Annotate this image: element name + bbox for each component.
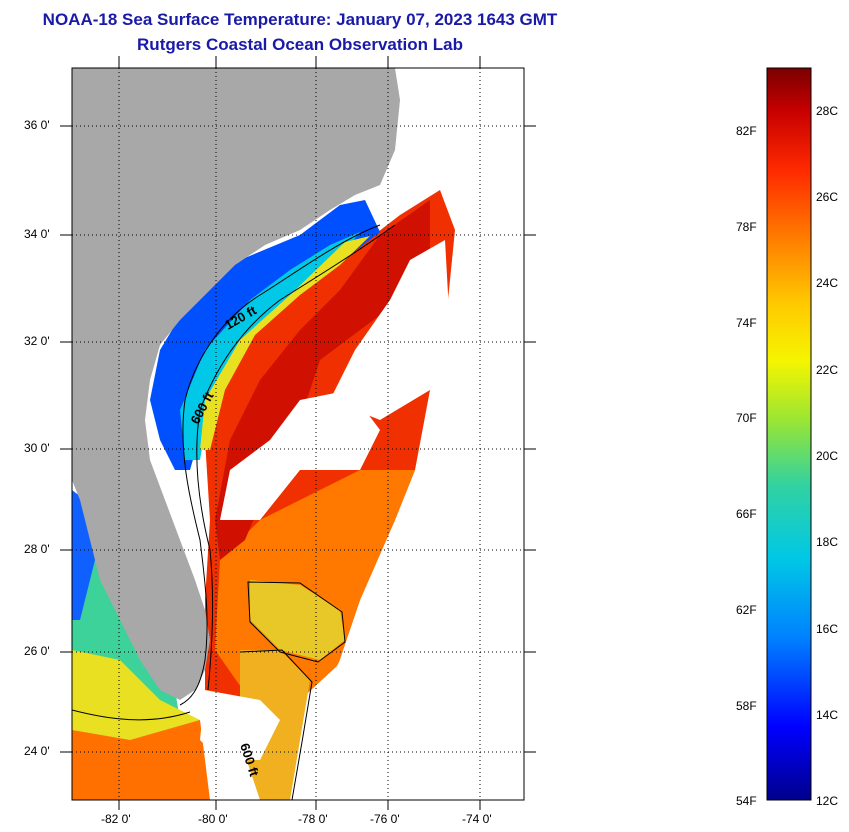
isobath-bahamas (239, 581, 346, 800)
lat-label: 28 0' (24, 542, 50, 556)
colorbar-f-label: 74F (736, 316, 757, 330)
map-title: NOAA-18 Sea Surface Temperature: January… (42, 10, 558, 29)
colorbar-f-label: 70F (736, 411, 757, 425)
lon-label: -74 0' (462, 812, 492, 826)
lat-label: 34 0' (24, 227, 50, 241)
colorbar-c-label: 16C (816, 622, 839, 636)
lon-label: -78 0' (298, 812, 328, 826)
lon-label: -82 0' (101, 812, 131, 826)
colorbar-f-label: 62F (736, 603, 757, 617)
lon-label: -80 0' (198, 812, 228, 826)
sst-offshore-orange (215, 470, 415, 700)
colorbar-c-label: 26C (816, 190, 839, 204)
colorbar-f-label: 66F (736, 507, 757, 521)
map-frame (71, 67, 525, 801)
colorbar-c-label: 12C (816, 794, 839, 808)
sst-gulf-blue (72, 490, 95, 620)
isobath-gulf (72, 709, 191, 721)
lat-label: 30 0' (24, 441, 50, 455)
lat-label: 36 0' (24, 118, 50, 132)
unsampled-area (300, 470, 524, 800)
land-mass (72, 68, 400, 700)
graticule (72, 68, 524, 800)
colorbar-f-label: 82F (736, 124, 757, 138)
lat-label: 32 0' (24, 334, 50, 348)
cloud-cover (220, 390, 380, 520)
colorbar-f-label: 54F (736, 794, 757, 808)
lat-label: 26 0' (24, 644, 50, 658)
colorbar-c-label: 20C (816, 449, 839, 463)
colorbar (766, 67, 812, 801)
colorbar-c-label: 24C (816, 276, 839, 290)
lat-label: 24 0' (24, 744, 50, 758)
isobath-600ft (196, 224, 396, 691)
map-subtitle: Rutgers Coastal Ocean Observation Lab (137, 35, 463, 54)
colorbar-f-label: 78F (736, 220, 757, 234)
sst-bahamas-banks (250, 580, 345, 660)
sst-shelf-cyan (180, 232, 360, 460)
colorbar-c-label: 14C (816, 708, 839, 722)
lon-label: -76 0' (370, 812, 400, 826)
cloud-cover (200, 690, 280, 760)
isobath-120ft (179, 224, 381, 706)
colorbar-f-label: 58F (736, 699, 757, 713)
axis-ticks (60, 56, 536, 810)
colorbar-c-label: 22C (816, 363, 839, 377)
cloud-cover (330, 240, 450, 420)
colorbar-c-label: 18C (816, 535, 839, 549)
colorbar-c-label: 28C (816, 104, 839, 118)
sst-gulf-orange (72, 720, 210, 800)
